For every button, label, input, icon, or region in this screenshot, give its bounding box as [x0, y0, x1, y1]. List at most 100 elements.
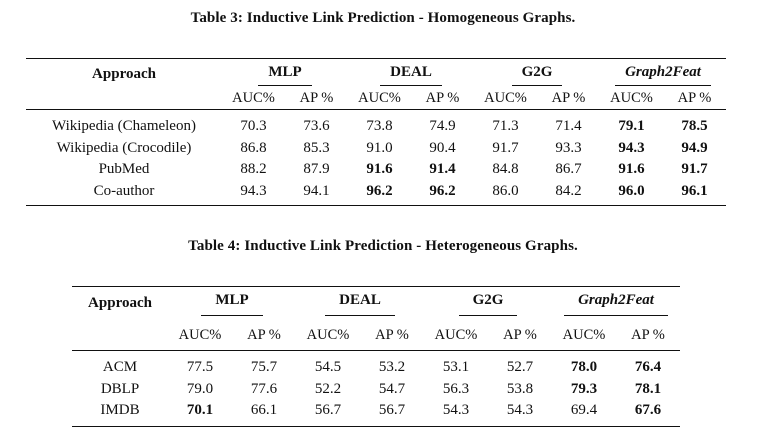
table-cell: 86.7 — [555, 161, 582, 178]
table-cell: 56.3 — [442, 380, 470, 397]
table-cell: 91.6 — [618, 161, 645, 178]
table-cell: 70.3 — [240, 118, 267, 135]
row-label: PubMed — [98, 161, 150, 178]
metric-header: AUC% — [358, 90, 401, 106]
table-cell: 67.6 — [634, 402, 662, 419]
table-cell: 91.7 — [492, 139, 519, 156]
table-cell: 96.2 — [366, 182, 393, 199]
metric-header: AUC% — [434, 326, 478, 343]
row-label: ACM — [102, 359, 138, 376]
table-cell: 94.3 — [618, 139, 645, 156]
table-cell: 54.7 — [378, 380, 406, 397]
table-cell: 73.8 — [366, 118, 393, 135]
table-cell: 56.7 — [378, 402, 406, 419]
approach-header: Approach — [88, 295, 152, 311]
row-label: Wikipedia (Chameleon) — [52, 118, 196, 135]
table-cell: 56.7 — [314, 402, 342, 419]
row-label: DBLP — [100, 380, 140, 397]
metric-header: AUC% — [610, 90, 653, 106]
group-header-mlp: MLP — [258, 64, 312, 86]
table-cell: 70.1 — [186, 402, 214, 419]
metric-header: AP % — [247, 326, 281, 343]
table-cell: 77.5 — [186, 359, 214, 376]
table-cell: 84.8 — [492, 161, 519, 178]
table-cell: 54.3 — [442, 402, 470, 419]
group-header-deal: DEAL — [325, 292, 395, 316]
group-header-mlp: MLP — [201, 292, 263, 316]
table-cell: 88.2 — [240, 161, 267, 178]
approach-header: Approach — [92, 66, 156, 82]
table-row: Co-author 94.3 94.1 96.2 96.2 86.0 84.2 … — [26, 181, 726, 206]
metric-header: AP % — [551, 90, 586, 106]
table-cell: 91.7 — [681, 161, 708, 178]
table3-group-header: Approach MLP DEAL G2G Graph2Feat — [26, 59, 726, 91]
table-cell: 86.0 — [492, 182, 519, 199]
group-header-g2g: G2G — [511, 64, 563, 86]
table-cell: 52.2 — [314, 380, 342, 397]
table-cell: 94.1 — [303, 182, 330, 199]
table-cell: 96.2 — [429, 182, 456, 199]
group-header-graph2feat: Graph2Feat — [564, 292, 668, 316]
metric-header: AP % — [375, 326, 409, 343]
table4-group-header: Approach MLP DEAL G2G Graph2Feat — [72, 287, 680, 321]
table-cell: 93.3 — [555, 139, 582, 156]
metric-header: AUC% — [306, 326, 350, 343]
row-label: Co-author — [93, 182, 155, 199]
table-cell: 53.8 — [506, 380, 534, 397]
metric-header: AUC% — [178, 326, 222, 343]
table-cell: 75.7 — [250, 359, 278, 376]
table3-metric-header: AUC% AP % AUC% AP % AUC% AP % AUC% AP % — [26, 90, 726, 110]
metric-header: AP % — [299, 90, 334, 106]
table3-homogeneous: Approach MLP DEAL G2G Graph2Feat AUC% AP… — [26, 58, 726, 206]
table-cell: 79.3 — [570, 380, 598, 397]
metric-header: AUC% — [562, 326, 606, 343]
table-cell: 71.3 — [492, 118, 519, 135]
metric-header: AP % — [425, 90, 460, 106]
row-label: IMDB — [100, 402, 140, 419]
table-cell: 94.3 — [240, 182, 267, 199]
table-cell: 90.4 — [429, 139, 456, 156]
table-cell: 96.1 — [681, 182, 708, 199]
table-cell: 84.2 — [555, 182, 582, 199]
row-label: Wikipedia (Crocodile) — [56, 139, 192, 156]
table-cell: 79.0 — [186, 380, 214, 397]
table-cell: 96.0 — [618, 182, 645, 199]
table-cell: 91.4 — [429, 161, 456, 178]
table-cell: 74.9 — [429, 118, 456, 135]
table-cell: 77.6 — [250, 380, 278, 397]
table-cell: 85.3 — [303, 139, 330, 156]
table-cell: 53.2 — [378, 359, 406, 376]
table-cell: 94.9 — [681, 139, 708, 156]
table3-caption: Table 3: Inductive Link Prediction - Hom… — [190, 10, 576, 26]
table-row: Wikipedia (Chameleon) 70.3 73.6 73.8 74.… — [26, 116, 726, 138]
table-cell: 54.3 — [506, 402, 534, 419]
table4-caption: Table 4: Inductive Link Prediction - Het… — [188, 238, 578, 254]
metric-header: AP % — [503, 326, 537, 343]
table-cell: 52.7 — [506, 359, 534, 376]
table-cell: 91.6 — [366, 161, 393, 178]
table-cell: 54.5 — [314, 359, 342, 376]
table-cell: 78.5 — [681, 118, 708, 135]
table-row: PubMed 88.2 87.9 91.6 91.4 84.8 86.7 91.… — [26, 159, 726, 181]
group-header-g2g: G2G — [458, 292, 518, 316]
metric-header: AUC% — [484, 90, 527, 106]
table4-heterogeneous: Approach MLP DEAL G2G Graph2Feat AUC% AP… — [72, 286, 680, 427]
table-cell: 76.4 — [634, 359, 662, 376]
table-cell: 78.0 — [570, 359, 598, 376]
table-cell: 79.1 — [618, 118, 645, 135]
table-cell: 69.4 — [570, 402, 598, 419]
table-cell: 78.1 — [634, 380, 662, 397]
group-header-deal: DEAL — [380, 64, 442, 86]
table-cell: 73.6 — [303, 118, 330, 135]
group-header-graph2feat: Graph2Feat — [615, 64, 711, 86]
metric-header: AP % — [631, 326, 665, 343]
metric-header: AP % — [677, 90, 712, 106]
table-row: Wikipedia (Crocodile) 86.8 85.3 91.0 90.… — [26, 138, 726, 160]
table-cell: 66.1 — [250, 402, 278, 419]
table-row: ACM 77.5 75.7 54.5 53.2 53.1 52.7 78.0 7… — [72, 357, 680, 379]
metric-header: AUC% — [232, 90, 275, 106]
table-row: IMDB 70.1 66.1 56.7 56.7 54.3 54.3 69.4 … — [72, 400, 680, 426]
table-cell: 53.1 — [442, 359, 470, 376]
table-cell: 86.8 — [240, 139, 267, 156]
table-cell: 91.0 — [366, 139, 393, 156]
